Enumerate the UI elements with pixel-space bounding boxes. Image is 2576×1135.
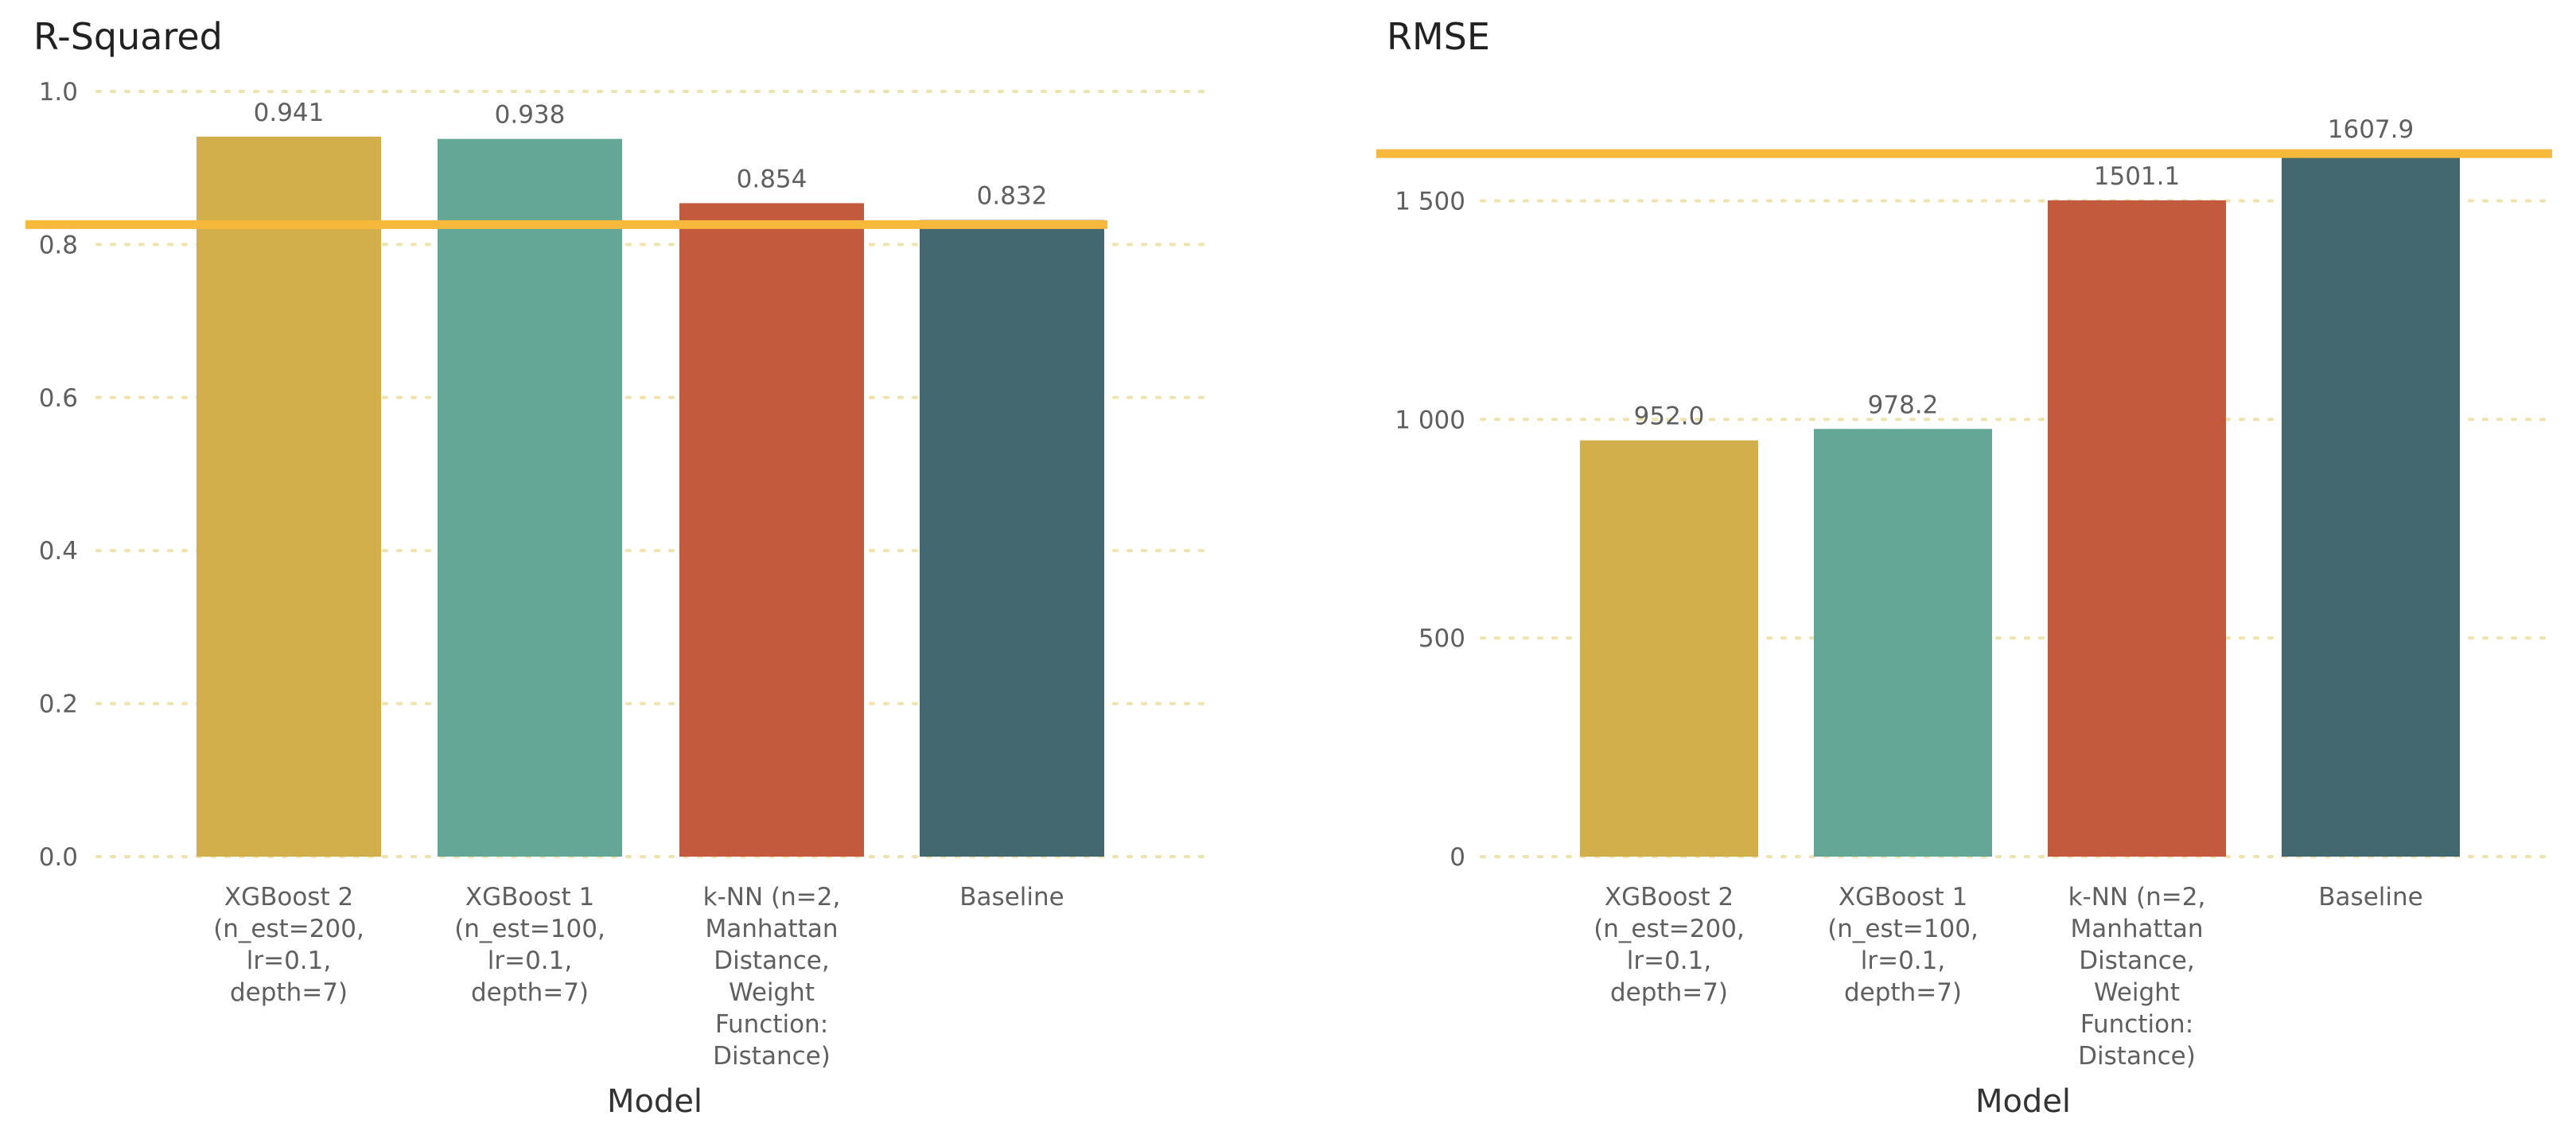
bar: [920, 220, 1104, 857]
x-tick-label-line: (n_est=200,: [213, 915, 364, 943]
bar: [1580, 440, 1758, 857]
x-tick-label-line: depth=7): [471, 978, 589, 1007]
x-tick-label: XGBoost 1 (n_est=100, lr=0.1, depth=7): [1827, 883, 1979, 1007]
chart-title: R-Squared: [33, 15, 223, 58]
bar: [197, 136, 381, 857]
x-tick-label-line: Distance): [713, 1042, 831, 1071]
data-label: 1501.1: [2094, 162, 2180, 191]
x-tick-label-line: Manhattan: [706, 915, 839, 943]
x-tick-label-line: Baseline: [959, 883, 1064, 911]
x-tick-label-line: lr=0.1,: [1861, 946, 1946, 975]
x-tick-label-line: Function:: [2080, 1010, 2193, 1039]
x-tick-label-line: Distance,: [714, 946, 829, 975]
bar: [438, 138, 622, 857]
x-tick-label-line: k-NN (n=2,: [2068, 883, 2206, 911]
y-tick-label: 1.0: [39, 78, 78, 107]
x-tick-label-line: Distance,: [2079, 946, 2194, 975]
x-tick-label-line: (n_est=200,: [1593, 915, 1745, 943]
data-label: 952.0: [1634, 402, 1705, 431]
x-tick-label-line: Weight: [729, 978, 815, 1007]
x-tick-label-line: Distance): [2078, 1042, 2196, 1071]
x-tick-label-line: XGBoost 1: [465, 883, 594, 911]
y-tick-label: 0.6: [39, 384, 78, 413]
x-tick-label-line: (n_est=100,: [1827, 915, 1979, 943]
y-tick-label: 0: [1449, 843, 1465, 872]
r-squared-chart: R-Squared 0.0 0.2 0.4 0.6 0.8 1.0 0.941 XGBoost …: [25, 15, 1211, 1120]
x-axis-title: Model: [1975, 1083, 2071, 1120]
x-tick-label-line: Function:: [715, 1010, 828, 1039]
x-tick-label-line: lr=0.1,: [1627, 946, 1712, 975]
x-tick-label: XGBoost 2 (n_est=200, lr=0.1, depth=7): [213, 883, 364, 1007]
x-tick-label-line: (n_est=100,: [454, 915, 605, 943]
y-tick-label: 0.4: [39, 537, 78, 566]
data-label: 0.941: [254, 99, 325, 127]
x-tick-label-line: lr=0.1,: [247, 946, 332, 975]
x-tick-label: XGBoost 2 (n_est=200, lr=0.1, depth=7): [1593, 883, 1745, 1007]
x-tick-label-line: lr=0.1,: [488, 946, 573, 975]
x-tick-label: k-NN (n=2, Manhattan Distance, Weight Functi…: [2068, 883, 2206, 1071]
x-tick-label-line: Manhattan: [2071, 915, 2204, 943]
data-label: 978.2: [1868, 391, 1939, 419]
y-tick-label: 1 500: [1395, 187, 1465, 216]
x-axis-title: Model: [607, 1083, 702, 1120]
data-label: 0.938: [495, 101, 566, 130]
chart-title: RMSE: [1387, 15, 1490, 58]
y-tick-label: 500: [1418, 624, 1465, 653]
rmse-chart: RMSE 0 500 1 000 1 500 952.0 XGBoost 2 (n_est=2…: [1376, 15, 2557, 1120]
data-label: 1607.9: [2328, 115, 2414, 144]
y-tick-label: 1 000: [1395, 406, 1465, 434]
bar: [2048, 200, 2226, 857]
x-tick-label-line: Weight: [2094, 978, 2180, 1007]
x-tick-label-line: Baseline: [2318, 883, 2422, 911]
x-tick-label: XGBoost 1 (n_est=100, lr=0.1, depth=7): [454, 883, 605, 1007]
x-tick-label: k-NN (n=2, Manhattan Distance, Weight Functi…: [703, 883, 841, 1071]
y-tick-label: 0.0: [39, 843, 78, 872]
bar: [679, 203, 864, 857]
bar: [1814, 429, 1992, 857]
data-label: 0.832: [977, 182, 1048, 211]
bar: [2282, 154, 2460, 857]
x-tick-label-line: depth=7): [1610, 978, 1728, 1007]
x-tick-label-line: depth=7): [230, 978, 348, 1007]
x-tick-label-line: k-NN (n=2,: [703, 883, 841, 911]
y-tick-label: 0.8: [39, 231, 78, 259]
x-tick-label-line: depth=7): [1844, 978, 1962, 1007]
x-tick-label: Baseline: [959, 883, 1064, 911]
x-tick-label-line: XGBoost 1: [1839, 883, 1967, 911]
x-tick-label-line: XGBoost 2: [224, 883, 353, 911]
x-tick-label: Baseline: [2318, 883, 2422, 911]
x-tick-label-line: XGBoost 2: [1605, 883, 1734, 911]
y-tick-label: 0.2: [39, 690, 78, 719]
data-label: 0.854: [737, 165, 807, 193]
